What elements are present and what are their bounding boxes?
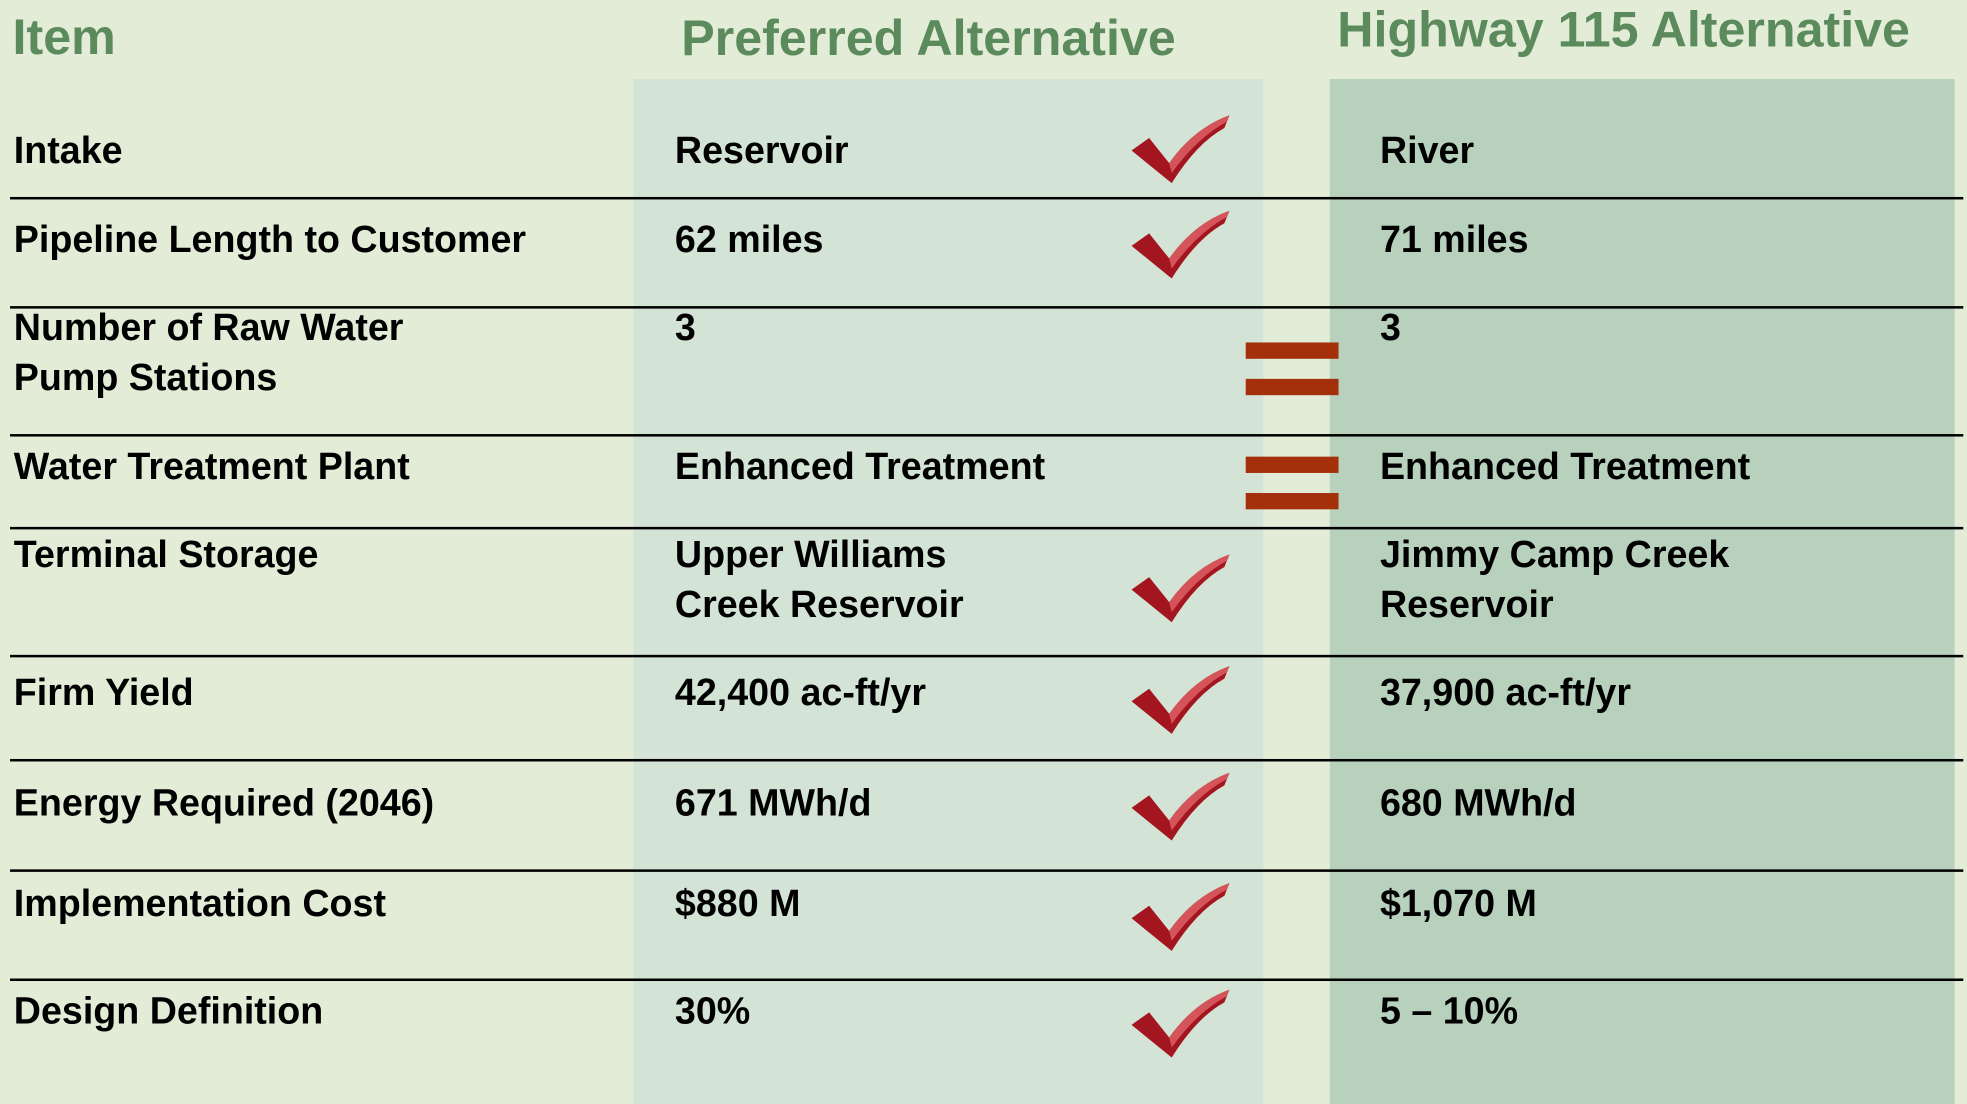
- check: [1131, 210, 1230, 279]
- check: [1131, 883, 1230, 951]
- preferred-cell: 30%: [674, 991, 751, 1033]
- highway-cell: 680 MWh/d: [1379, 782, 1577, 825]
- check: [1131, 115, 1230, 184]
- preferred-cell: 62 miles: [674, 219, 824, 261]
- item-header: Item: [12, 10, 116, 66]
- check: [1131, 772, 1230, 841]
- highway-column-bg: [1329, 79, 1955, 1104]
- row-divider: [10, 526, 1964, 530]
- equal: [1245, 456, 1339, 510]
- preferred-cell: $880 M: [674, 883, 801, 925]
- highway-cell: Jimmy Camp Creek Reservoir: [1379, 534, 1730, 626]
- item-cell: Intake: [13, 130, 123, 172]
- highway-cell: 37,900 ac-ft/yr: [1379, 672, 1632, 714]
- highway-header: Highway 115 Alternative: [1337, 2, 1910, 58]
- check: [1131, 989, 1230, 1058]
- preferred-cell: 42,400 ac-ft/yr: [674, 672, 926, 714]
- row-divider: [10, 306, 1964, 309]
- item-cell: Water Treatment Plant: [13, 446, 410, 489]
- check: [1131, 666, 1230, 734]
- preferred-cell: 671 MWh/d: [674, 782, 872, 825]
- preferred-header: Preferred Alternative: [681, 11, 1176, 67]
- row-divider: [10, 978, 1964, 982]
- item-cell: Terminal Storage: [13, 534, 319, 576]
- highway-cell: Enhanced Treatment: [1379, 446, 1751, 489]
- highway-cell: River: [1379, 130, 1475, 172]
- item-cell: Number of Raw Water Pump Stations: [13, 307, 404, 399]
- highway-cell: 71 miles: [1379, 219, 1529, 261]
- row-divider: [10, 434, 1964, 437]
- preferred-cell: Upper Williams Creek Reservoir: [674, 534, 964, 626]
- row-divider: [10, 196, 1964, 200]
- preferred-cell: 3: [674, 307, 696, 349]
- item-cell: Firm Yield: [13, 672, 194, 714]
- row-divider: [10, 654, 1964, 658]
- highway-cell: $1,070 M: [1379, 883, 1537, 925]
- highway-cell: 5 – 10%: [1379, 991, 1519, 1033]
- item-cell: Design Definition: [13, 991, 324, 1033]
- row-divider: [10, 758, 1964, 762]
- equal: [1245, 342, 1339, 396]
- item-cell: Implementation Cost: [13, 883, 387, 925]
- row-divider: [10, 869, 1964, 872]
- preferred-cell: Reservoir: [674, 130, 849, 172]
- check: [1131, 554, 1230, 623]
- preferred-cell: Enhanced Treatment: [674, 446, 1046, 489]
- item-cell: Pipeline Length to Customer: [13, 219, 527, 261]
- highway-cell: 3: [1379, 307, 1401, 349]
- item-cell: Energy Required (2046): [13, 782, 435, 825]
